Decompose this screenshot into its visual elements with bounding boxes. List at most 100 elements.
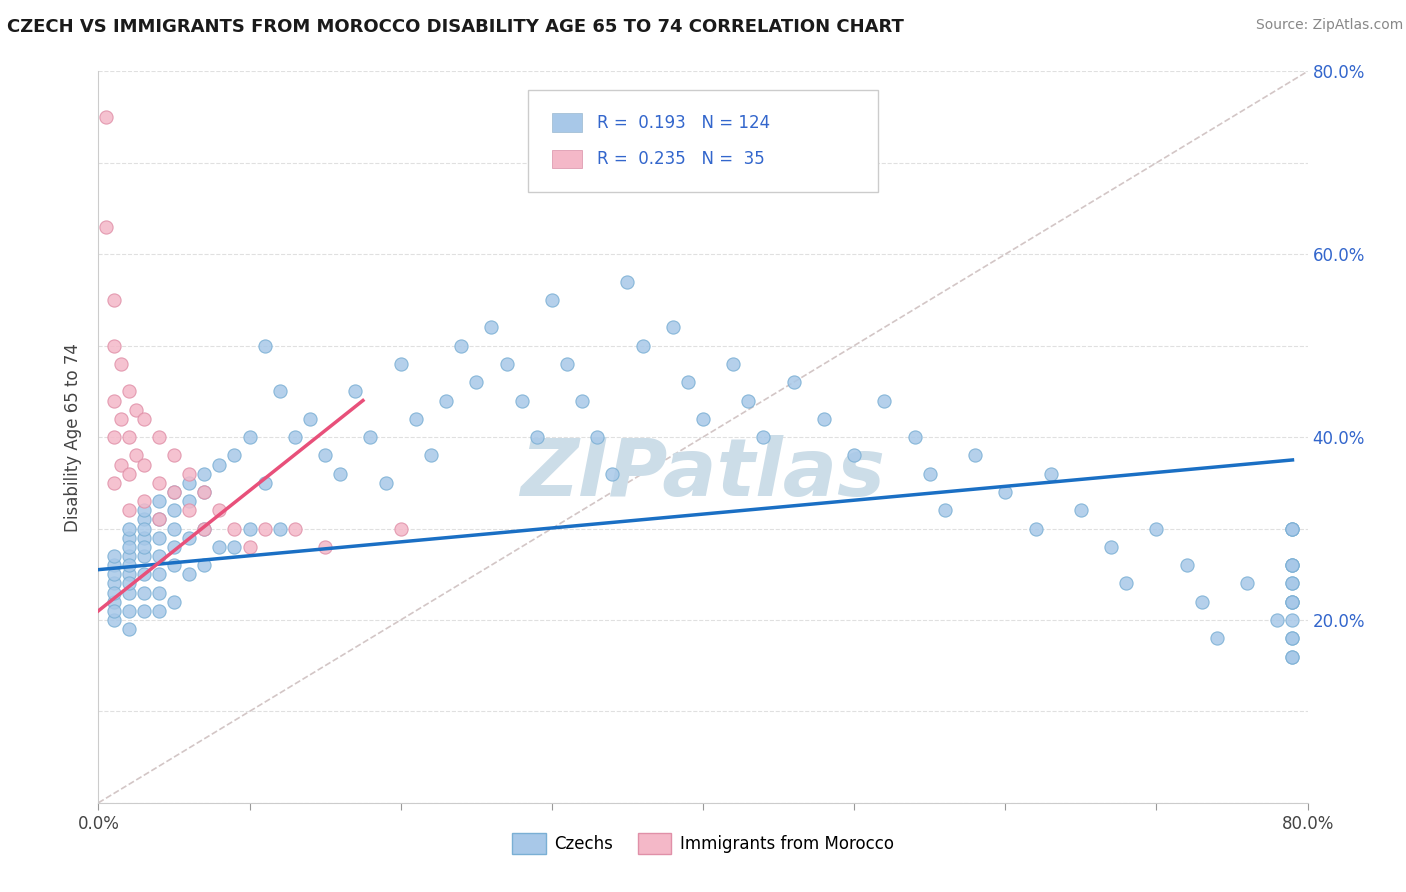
Point [1099,540,1122,554]
Point [148,531,170,545]
Point [253,475,276,490]
Point [389,357,412,371]
Point [118,521,141,535]
Point [510,393,533,408]
Point [1281,594,1303,608]
Point [873,393,896,408]
Point [1144,521,1167,535]
Point [495,357,517,371]
Point [1281,576,1303,591]
Point [1175,558,1198,573]
Point [253,521,276,535]
FancyBboxPatch shape [551,113,582,132]
Point [965,448,987,462]
Point [526,430,548,444]
Point [94,110,117,124]
Point [148,604,170,618]
Point [540,293,562,307]
Point [239,521,262,535]
Point [132,512,155,526]
Point [110,458,132,472]
Point [163,503,186,517]
Point [179,475,201,490]
Point [193,558,215,573]
Point [103,430,125,444]
Point [783,375,806,389]
Point [1281,649,1303,664]
Text: R =  0.235   N =  35: R = 0.235 N = 35 [596,150,765,168]
Point [269,521,291,535]
Point [813,412,835,426]
Point [1115,576,1137,591]
Y-axis label: Disability Age 65 to 74: Disability Age 65 to 74 [65,343,83,532]
Point [193,521,215,535]
Point [661,320,683,334]
Point [1281,558,1303,573]
Legend: Czechs, Immigrants from Morocco: Czechs, Immigrants from Morocco [506,827,900,860]
Point [118,604,141,618]
Point [602,467,624,481]
Point [1070,503,1092,517]
Point [208,458,231,472]
Point [118,503,141,517]
Point [1281,558,1303,573]
Point [344,384,367,399]
Point [148,512,170,526]
Point [420,448,443,462]
Point [253,338,276,352]
Point [118,567,141,582]
Point [193,485,215,500]
Point [118,558,141,573]
Point [1281,521,1303,535]
Point [118,540,141,554]
Point [103,604,125,618]
Point [224,540,246,554]
Point [103,558,125,573]
Point [193,485,215,500]
Point [148,567,170,582]
Point [132,585,155,599]
Text: ZIPatlas: ZIPatlas [520,434,886,513]
Point [994,485,1017,500]
Point [1281,521,1303,535]
Point [329,467,352,481]
Point [586,430,609,444]
Point [118,430,141,444]
Point [179,531,201,545]
Point [284,521,307,535]
Point [692,412,714,426]
Point [103,549,125,563]
Point [481,320,503,334]
Point [148,430,170,444]
Point [1281,613,1303,627]
Point [1281,594,1303,608]
Point [132,458,155,472]
FancyBboxPatch shape [551,150,582,169]
Point [163,485,186,500]
Point [389,521,412,535]
Point [1191,594,1213,608]
Point [314,448,336,462]
Point [918,467,941,481]
Point [1039,467,1062,481]
Point [103,613,125,627]
Point [934,503,956,517]
Point [125,402,148,417]
Point [103,338,125,352]
Point [676,375,699,389]
Point [103,594,125,608]
Point [94,219,117,234]
Text: CZECH VS IMMIGRANTS FROM MOROCCO DISABILITY AGE 65 TO 74 CORRELATION CHART: CZECH VS IMMIGRANTS FROM MOROCCO DISABIL… [7,18,904,36]
Point [239,430,262,444]
Point [314,540,336,554]
Point [179,503,201,517]
Point [224,448,246,462]
Point [224,521,246,535]
Point [434,393,457,408]
Point [132,412,155,426]
Point [148,475,170,490]
Point [465,375,488,389]
Point [1267,613,1289,627]
Point [103,585,125,599]
Point [163,485,186,500]
